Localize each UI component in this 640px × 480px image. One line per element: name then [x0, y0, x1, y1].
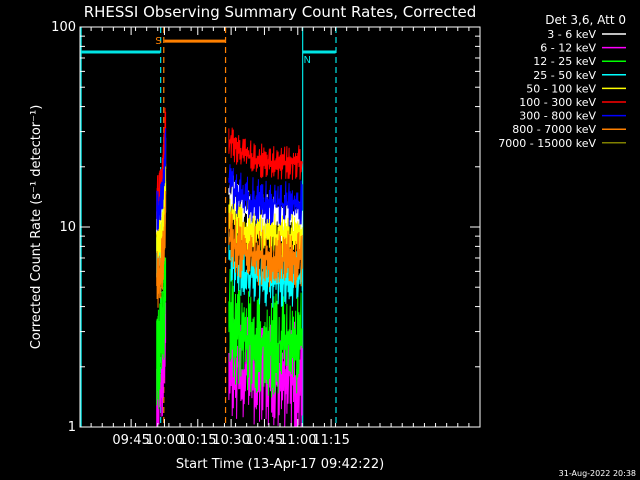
- legend-label: 50 - 100 keV: [526, 82, 596, 95]
- legend-label: 300 - 800 keV: [519, 110, 596, 123]
- legend-label: 100 - 300 keV: [519, 96, 596, 109]
- legend-label: 6 - 12 keV: [540, 42, 596, 55]
- x-tick-label: 10:15: [179, 433, 216, 448]
- status-bar-label: N: [303, 55, 310, 66]
- y-tick-label: 10: [59, 220, 76, 235]
- series-trace: [228, 127, 303, 180]
- series-trace: [228, 268, 303, 398]
- status-bar-label: S: [155, 36, 161, 47]
- legend-label: 800 - 7000 keV: [512, 123, 596, 136]
- series-trace: [228, 211, 303, 288]
- y-tick-label: 100: [51, 20, 76, 35]
- y-axis-label: Corrected Count Rate (s⁻¹ detector⁻¹): [29, 105, 44, 350]
- series-trace: [156, 128, 167, 231]
- x-tick-label: 10:30: [212, 433, 249, 448]
- x-tick-label: 11:15: [312, 433, 349, 448]
- x-tick-label: 11:00: [279, 433, 316, 448]
- data-layer: SN: [80, 27, 337, 427]
- x-axis-label: Start Time (13-Apr-17 09:42:22): [176, 457, 384, 472]
- chart-title: RHESSI Observing Summary Count Rates, Co…: [84, 3, 477, 21]
- series-trace: [156, 158, 167, 275]
- x-tick-label: 10:00: [146, 433, 183, 448]
- legend-header: Det 3,6, Att 0: [545, 13, 626, 27]
- x-tick-label: 09:45: [112, 433, 149, 448]
- series-trace: [228, 196, 303, 259]
- x-tick-label: 10:45: [246, 433, 283, 448]
- footer-timestamp: 31-Aug-2022 20:38: [559, 469, 636, 478]
- series-trace: [228, 164, 303, 227]
- legend-label: 3 - 6 keV: [547, 28, 596, 41]
- y-tick-label: 1: [68, 420, 76, 435]
- legend-label: 7000 - 15000 keV: [498, 137, 596, 150]
- series-trace: [156, 190, 167, 308]
- legend-label: 25 - 50 keV: [533, 69, 596, 82]
- legend-label: 12 - 25 keV: [533, 55, 596, 68]
- series-trace: [156, 257, 167, 410]
